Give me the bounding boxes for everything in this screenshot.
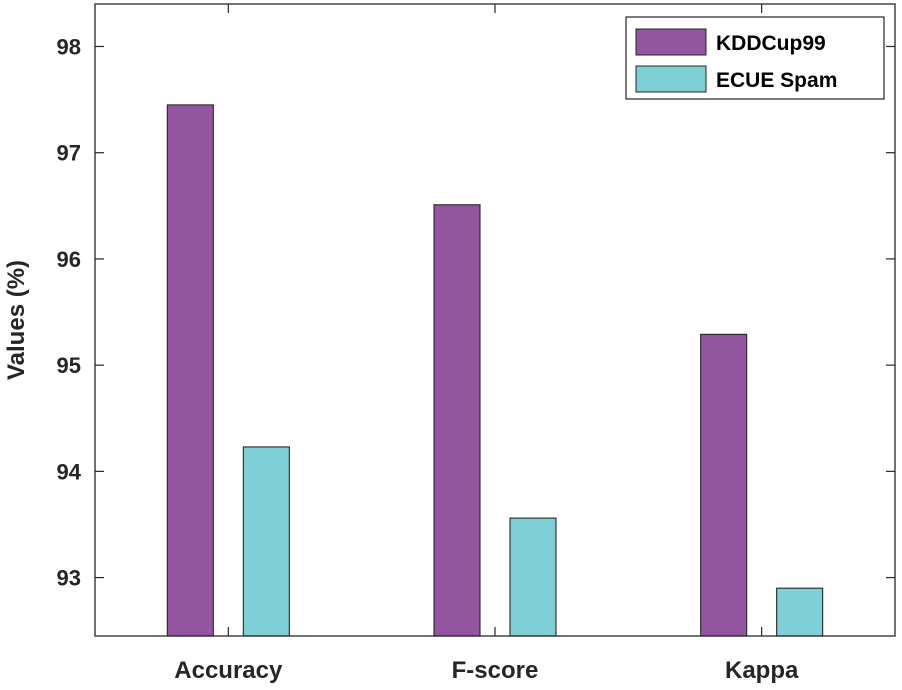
x-tick-label: F-score (452, 657, 539, 684)
legend-swatch-ecue-spam (635, 65, 707, 93)
bar-kddcup99-kappa (700, 333, 748, 637)
y-tick-label: 95 (57, 353, 81, 378)
legend-swatch-kddcup99 (635, 28, 707, 56)
bars (166, 104, 824, 637)
bar-kddcup99-accuracy (166, 104, 214, 637)
y-tick-label: 96 (57, 247, 81, 272)
x-axis-ticks: Accuracy F-score Kappa (174, 4, 799, 684)
bar-ecue-spam-f-score (509, 517, 557, 637)
y-tick-label: 98 (57, 34, 81, 59)
y-axis-ticks: 93 94 95 96 97 98 (57, 34, 895, 591)
plot-frame (94, 3, 896, 637)
y-tick-label: 93 (57, 566, 81, 591)
legend-label-kddcup99: KDDCup99 (716, 32, 826, 55)
legend: KDDCup99 ECUE Spam (625, 16, 885, 100)
plot-area (95, 4, 895, 636)
bar-ecue-spam-kappa (776, 587, 824, 637)
y-tick-label: 94 (57, 459, 82, 484)
y-tick-label: 97 (57, 141, 81, 166)
bar-kddcup99-f-score (433, 204, 481, 637)
y-axis-title: Values (%) (3, 260, 30, 380)
bar-ecue-spam-accuracy (242, 446, 290, 637)
x-tick-label: Accuracy (174, 657, 283, 684)
legend-label-ecue-spam: ECUE Spam (716, 69, 837, 92)
x-tick-label: Kappa (725, 657, 799, 684)
